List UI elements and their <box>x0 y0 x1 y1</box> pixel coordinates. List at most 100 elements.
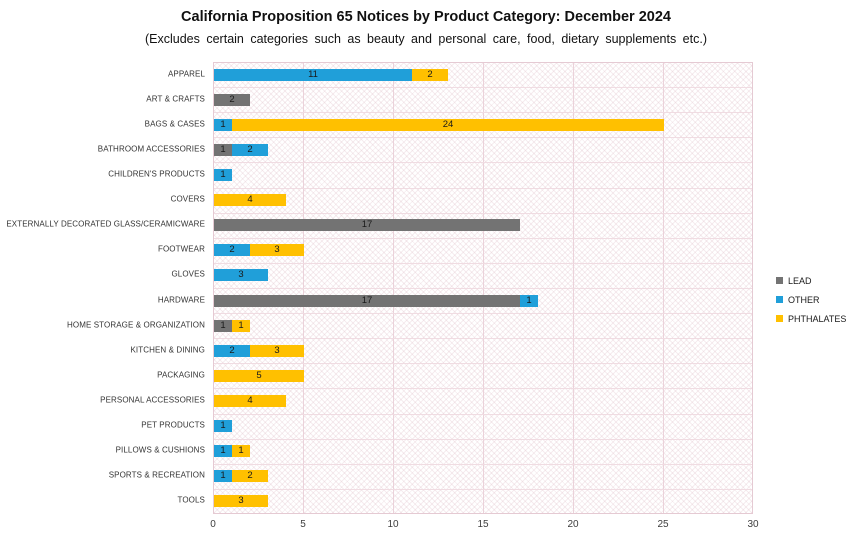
x-tick-label: 10 <box>387 519 399 530</box>
gridline-horizontal <box>214 388 752 390</box>
bar-value-label: 3 <box>274 244 280 256</box>
bar-value-label: 2 <box>247 143 253 155</box>
x-tick-label: 0 <box>210 519 216 530</box>
bar-value-label: 17 <box>361 219 373 231</box>
bar-segment-other: 3 <box>214 269 268 282</box>
bar-row: 11 2 <box>214 68 448 81</box>
category-label: HARDWARE <box>157 295 205 305</box>
bar-row: 4 <box>214 194 286 207</box>
gridline-horizontal <box>214 288 752 289</box>
bar-row: 1 <box>214 420 232 433</box>
x-axis: 0 5 10 15 20 25 30 <box>0 516 852 534</box>
legend-label: LEAD <box>788 275 812 286</box>
bar-segment-phthalates: 1 <box>232 445 250 458</box>
bar-value-label: 1 <box>220 169 226 180</box>
bar-segment-other: 2 <box>232 143 268 156</box>
bar-segment-lead: 17 <box>214 294 520 307</box>
bar-value-label: 1 <box>220 319 226 331</box>
category-label: BAGS & CASES <box>144 119 205 129</box>
bar-value-label: 5 <box>256 369 262 381</box>
gridline-horizontal <box>214 237 752 239</box>
category-label: PERSONAL ACCESSORIES <box>100 395 205 405</box>
category-label: TOOLS <box>177 495 205 505</box>
legend-swatch-icon <box>776 315 783 322</box>
bar-row: 1 24 <box>214 118 664 131</box>
bar-segment-lead: 17 <box>214 219 520 232</box>
x-tick-label: 15 <box>477 519 489 530</box>
gridline-horizontal <box>214 463 752 465</box>
legend: LEAD OTHER PHTHALATES <box>776 271 846 328</box>
gridline-horizontal <box>214 413 752 415</box>
bar-row: 2 <box>214 93 250 106</box>
bar-segment-phthalates: 4 <box>214 194 286 207</box>
category-label: KITCHEN & DINING <box>130 345 205 355</box>
bar-segment-phthalates: 1 <box>232 319 250 332</box>
bar-value-label: 2 <box>229 93 235 105</box>
gridline-horizontal <box>214 363 752 365</box>
gridline-horizontal <box>214 313 752 315</box>
category-label: FOOTWEAR <box>157 244 205 254</box>
bar-segment-phthalates: 3 <box>250 244 304 257</box>
gridline-horizontal <box>214 212 752 214</box>
bar-segment-lead: 2 <box>214 93 250 106</box>
gridline-horizontal <box>214 87 752 89</box>
gridline-horizontal <box>214 262 752 264</box>
bar-value-label: 2 <box>247 470 253 482</box>
bar-segment-phthalates: 3 <box>250 344 304 357</box>
bar-value-label: 1 <box>238 445 244 457</box>
bar-segment-other: 1 <box>214 420 232 433</box>
bar-segment-phthalates: 3 <box>214 495 268 508</box>
category-label: APPAREL <box>167 69 205 79</box>
bar-segment-other: 1 <box>214 445 232 458</box>
bar-row: 4 <box>214 395 286 407</box>
gridline-horizontal <box>214 112 752 114</box>
gridline-horizontal <box>214 187 752 189</box>
bar-segment-other: 1 <box>520 294 538 307</box>
bar-value-label: 3 <box>238 495 244 507</box>
bar-value-label: 2 <box>229 244 235 256</box>
legend-label: PHTHALATES <box>788 313 847 324</box>
legend-item-lead: LEAD <box>776 271 846 290</box>
x-tick-label: 5 <box>300 519 306 530</box>
bar-row: 3 <box>214 495 268 508</box>
bar-value-label: 1 <box>526 294 532 306</box>
bar-value-label: 1 <box>238 319 244 331</box>
bar-value-label: 2 <box>427 68 433 80</box>
bar-segment-other: 11 <box>214 68 412 81</box>
category-label: CHILDREN'S PRODUCTS <box>108 169 205 179</box>
category-axis: APPAREL ART & CRAFTS BAGS & CASES BATHROOM … <box>0 62 205 514</box>
gridline-horizontal <box>214 338 752 340</box>
bar-row: 17 <box>214 219 520 232</box>
category-label: HOME STORAGE & ORGANIZATION <box>67 320 205 330</box>
gridline-horizontal <box>214 137 752 139</box>
bar-row: 1 <box>214 169 232 181</box>
bar-value-label: 1 <box>220 420 226 432</box>
category-label: PILLOWS & CUSHIONS <box>115 445 205 455</box>
bar-value-label: 17 <box>361 294 373 306</box>
bar-row: 3 <box>214 269 268 282</box>
legend-swatch-icon <box>776 277 783 284</box>
bar-value-label: 1 <box>220 470 226 482</box>
legend-swatch-icon <box>776 296 783 303</box>
category-label: GLOVES <box>171 269 205 279</box>
bar-segment-other: 1 <box>214 169 232 181</box>
category-label: SPORTS & RECREATION <box>108 470 205 480</box>
legend-item-other: OTHER <box>776 290 846 309</box>
gridline-horizontal <box>214 162 752 164</box>
gridline-horizontal <box>214 488 752 490</box>
bar-value-label: 1 <box>220 143 226 155</box>
category-label: PACKAGING <box>157 370 205 380</box>
plot-area: 11 2 2 1 24 1 2 1 4 17 2 3 3 17 1 1 1 2 3 5 4 1 1 1 1 2 3 <box>213 62 753 514</box>
bar-segment-other: 2 <box>214 344 250 357</box>
bar-segment-phthalates: 2 <box>412 68 448 81</box>
chart-title: California Proposition 65 Notices by Pro… <box>181 9 671 25</box>
bar-value-label: 3 <box>274 344 280 356</box>
x-tick-label: 20 <box>567 519 579 530</box>
category-label: ART & CRAFTS <box>146 94 205 104</box>
